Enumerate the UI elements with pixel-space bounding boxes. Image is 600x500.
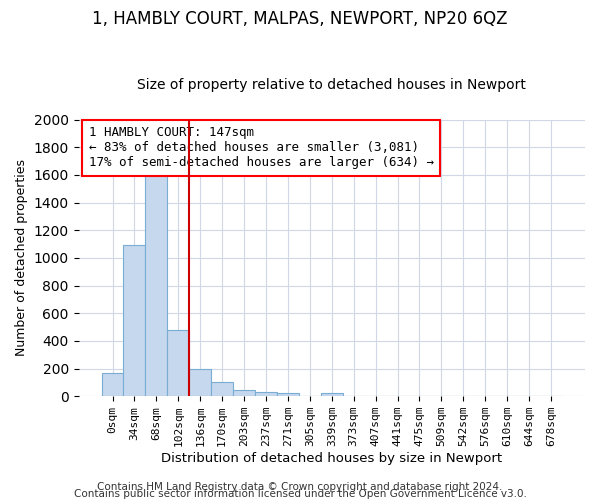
Title: Size of property relative to detached houses in Newport: Size of property relative to detached ho… bbox=[137, 78, 526, 92]
Text: 1, HAMBLY COURT, MALPAS, NEWPORT, NP20 6QZ: 1, HAMBLY COURT, MALPAS, NEWPORT, NP20 6… bbox=[92, 10, 508, 28]
Bar bbox=[255, 392, 277, 396]
Bar bbox=[189, 368, 211, 396]
Bar bbox=[167, 330, 189, 396]
Bar bbox=[101, 374, 124, 396]
Text: 1 HAMBLY COURT: 147sqm
← 83% of detached houses are smaller (3,081)
17% of semi-: 1 HAMBLY COURT: 147sqm ← 83% of detached… bbox=[89, 126, 434, 170]
Text: Contains public sector information licensed under the Open Government Licence v3: Contains public sector information licen… bbox=[74, 489, 526, 499]
Bar bbox=[233, 390, 255, 396]
Bar bbox=[321, 394, 343, 396]
Y-axis label: Number of detached properties: Number of detached properties bbox=[15, 160, 28, 356]
Bar bbox=[211, 382, 233, 396]
Bar bbox=[277, 394, 299, 396]
Text: Contains HM Land Registry data © Crown copyright and database right 2024.: Contains HM Land Registry data © Crown c… bbox=[97, 482, 503, 492]
X-axis label: Distribution of detached houses by size in Newport: Distribution of detached houses by size … bbox=[161, 452, 502, 465]
Bar bbox=[145, 170, 167, 396]
Bar bbox=[124, 244, 145, 396]
